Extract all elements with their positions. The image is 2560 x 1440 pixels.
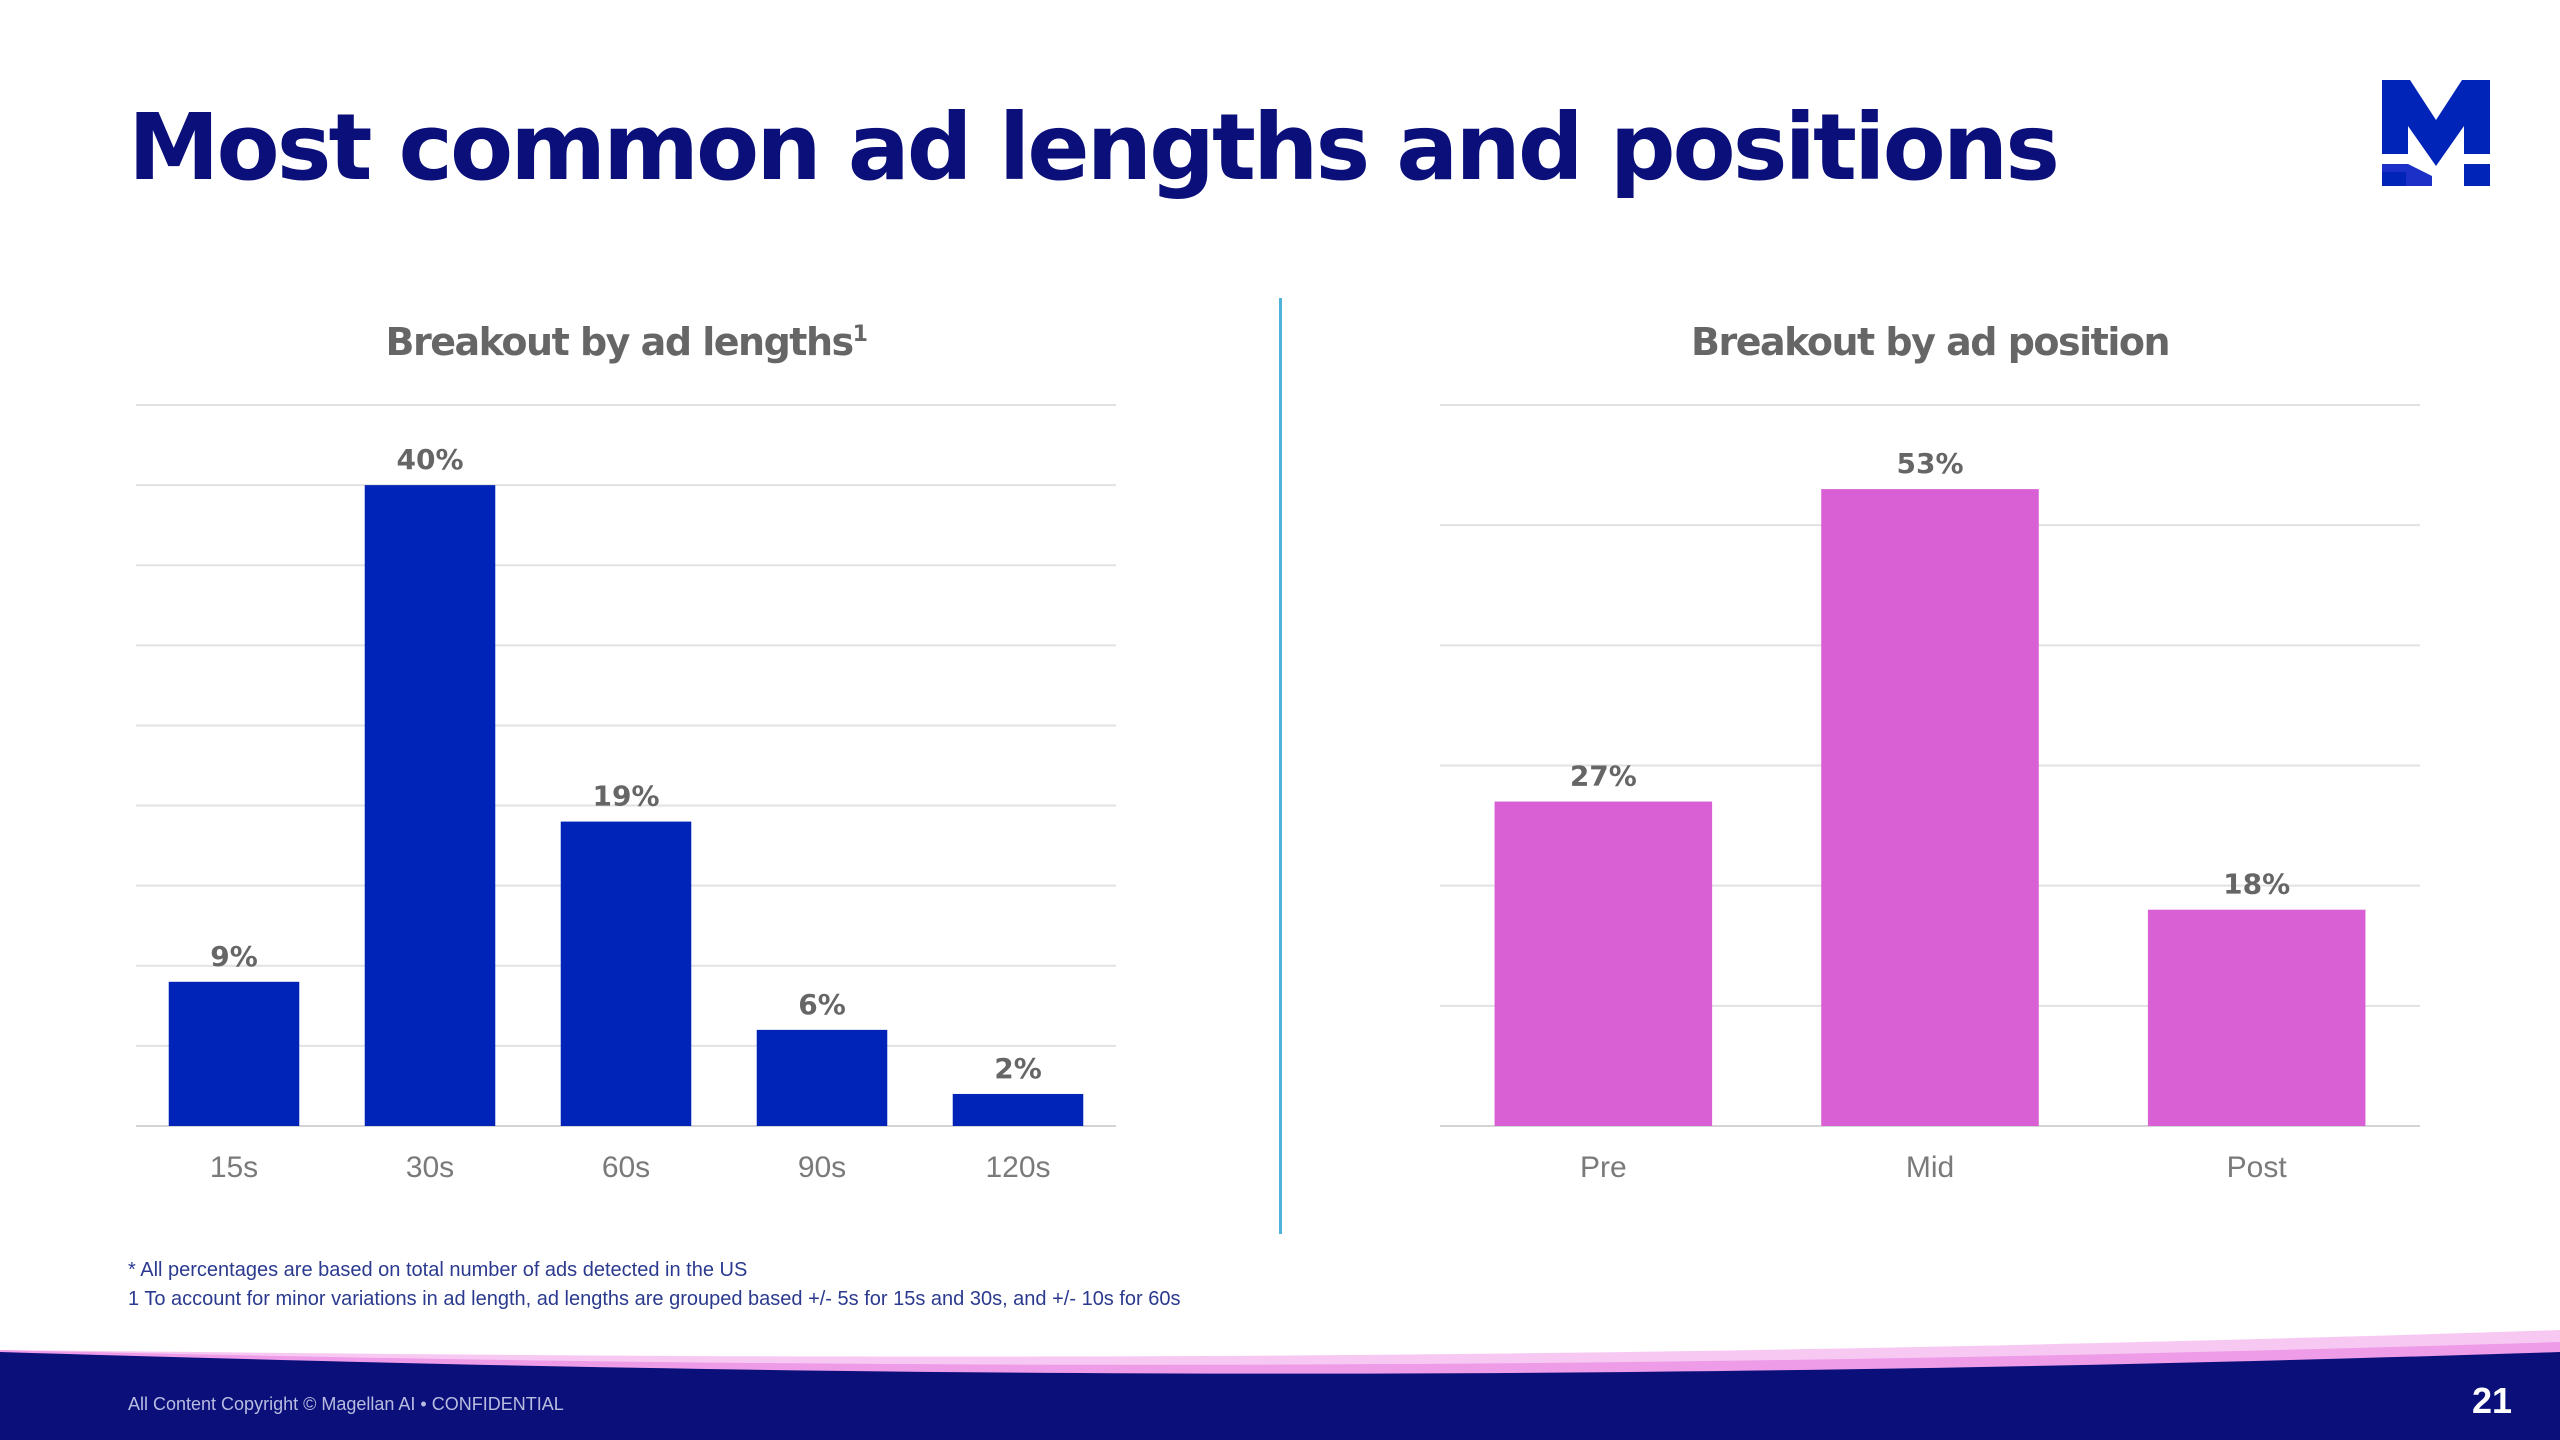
x-tick-label: 120s	[985, 1151, 1050, 1184]
x-tick-label: Pre	[1580, 1151, 1627, 1184]
chart-divider	[1279, 298, 1282, 1234]
x-tick-label: 60s	[602, 1151, 650, 1184]
data-label: 53%	[1896, 447, 1963, 480]
chart-svg: Breakout by ad position 27% Pre 53% Mid 18% Po…	[1440, 320, 2420, 1184]
x-tick-label: 30s	[406, 1151, 454, 1184]
x-tick-label: 15s	[210, 1151, 258, 1184]
slide-title: Most common ad lengths and positions	[128, 94, 2060, 201]
bar-30s	[364, 485, 496, 1127]
chart-title-superscript: 1	[853, 322, 867, 347]
footnote-1: * All percentages are based on total num…	[128, 1259, 748, 1281]
data-label: 18%	[2223, 868, 2290, 901]
data-label: 2%	[994, 1052, 1042, 1085]
bar-90s	[756, 1029, 888, 1126]
bar-120s	[952, 1093, 1084, 1126]
x-tick-label: 90s	[798, 1151, 846, 1184]
footnotes: * All percentages are based on total num…	[128, 1256, 1181, 1314]
data-label: 40%	[396, 443, 463, 476]
data-label: 6%	[798, 988, 846, 1021]
bar-Mid	[1821, 489, 2039, 1126]
chart-title-text: Breakout by ad lengths	[386, 320, 853, 364]
data-label: 9%	[210, 940, 258, 973]
ad-lengths-chart: Breakout by ad lengths1 9% 15s 40% 30s 19% 60s…	[116, 300, 1136, 1200]
x-tick-label: Post	[2227, 1151, 2288, 1184]
x-tick-label: Mid	[1906, 1151, 1954, 1184]
footer-band	[0, 1330, 2560, 1440]
bar-Post	[2147, 909, 2366, 1126]
chart-title-text: Breakout by ad position	[1691, 320, 2169, 364]
data-label: 19%	[592, 780, 659, 813]
bar-60s	[560, 821, 692, 1126]
chart-svg: Breakout by ad lengths19%15s40%30s19%60s…	[136, 320, 1116, 1184]
brand-logo-icon	[2382, 80, 2490, 186]
page-number: 21	[2471, 1380, 2512, 1421]
chart-title: Breakout by ad lengths1	[386, 320, 867, 364]
ad-position-chart: Breakout by ad position 27% Pre 53% Mid 18% Po…	[1420, 300, 2440, 1200]
chart-title: Breakout by ad position	[1691, 320, 2169, 364]
bar-15s	[168, 981, 300, 1126]
copyright-text: All Content Copyright © Magellan AI • CO…	[128, 1394, 564, 1414]
data-label: 27%	[1570, 760, 1637, 793]
bar-Pre	[1494, 801, 1713, 1126]
footnote-2: 1 To account for minor variations in ad …	[128, 1288, 1181, 1310]
